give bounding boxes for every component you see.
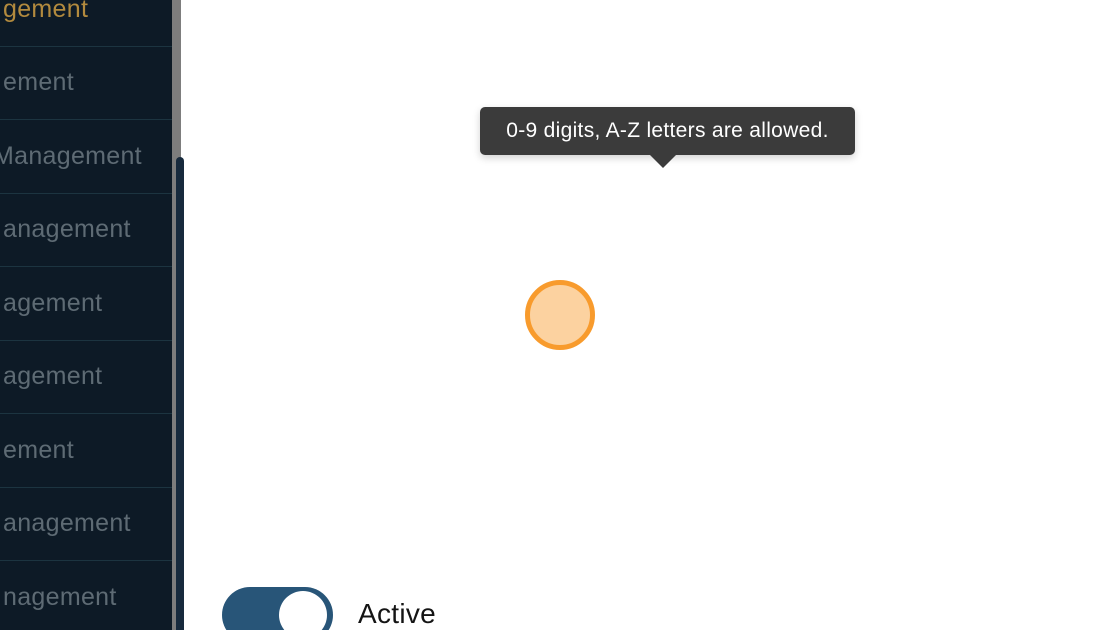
sidebar-item-5[interactable]: agement xyxy=(0,267,172,341)
click-indicator xyxy=(525,280,595,350)
active-toggle[interactable] xyxy=(222,587,333,630)
sidebar-item-8[interactable]: anagement xyxy=(0,488,172,561)
sidebar-item-1[interactable]: gement xyxy=(0,0,172,47)
sidebar-item-7[interactable]: ement xyxy=(0,414,172,488)
scrollbar-thumb[interactable] xyxy=(176,157,184,630)
tooltip-arrow-icon xyxy=(650,155,676,168)
toggle-knob[interactable] xyxy=(279,591,327,630)
sidebar-item-9[interactable]: nagement xyxy=(0,561,172,630)
sidebar: gement ement Management anagement agemen… xyxy=(0,0,172,630)
sidebar-item-3[interactable]: Management xyxy=(0,120,172,194)
sidebar-item-6[interactable]: agement xyxy=(0,341,172,414)
sidebar-item-2[interactable]: ement xyxy=(0,47,172,120)
active-toggle-label: Active xyxy=(358,598,437,629)
sidebar-item-4[interactable]: anagement xyxy=(0,194,172,267)
client-details-panel xyxy=(181,0,1120,630)
sidebar-menu: gement ement Management anagement agemen… xyxy=(0,0,172,630)
validation-tooltip: 0-9 digits, A-Z letters are allowed. xyxy=(480,107,855,155)
